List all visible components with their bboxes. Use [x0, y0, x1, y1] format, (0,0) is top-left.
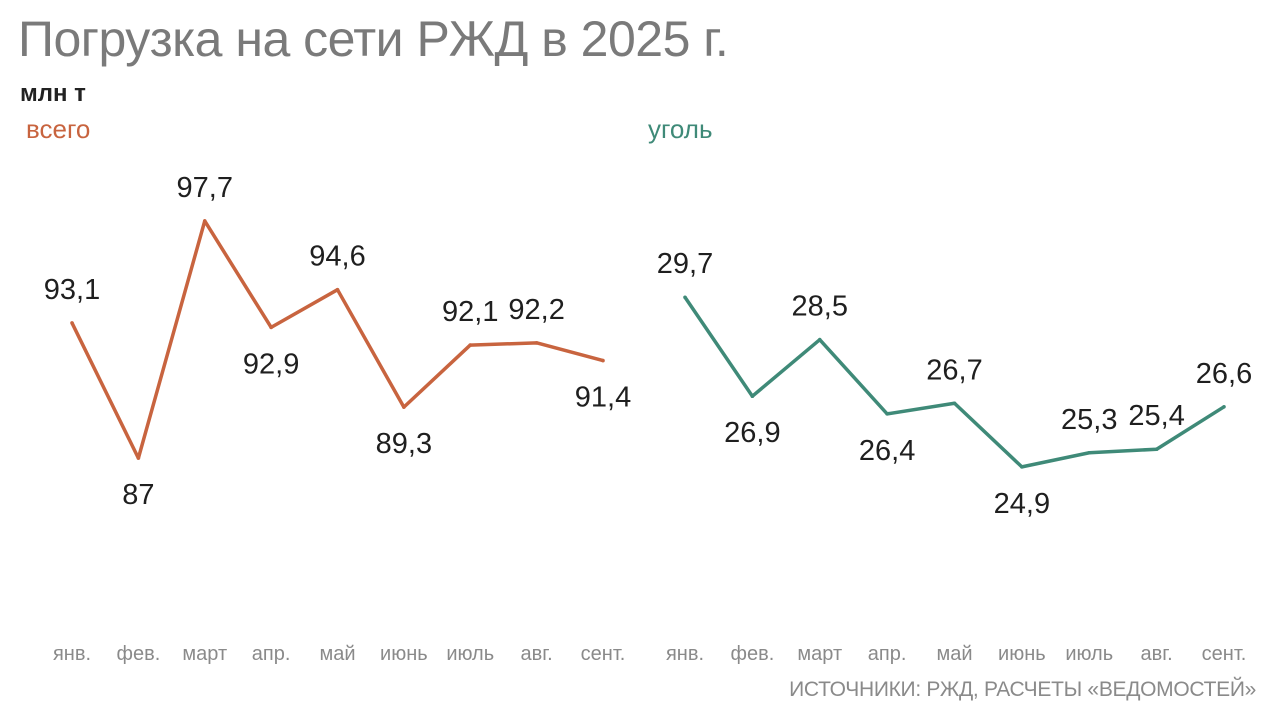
data-label-total: 89,3	[376, 428, 432, 460]
data-point-total	[335, 287, 340, 292]
x-tick-label-coal: июль	[1065, 643, 1113, 665]
data-label-coal: 25,4	[1128, 400, 1184, 432]
series-label-total: всего	[26, 114, 91, 144]
data-label-coal: 26,6	[1196, 358, 1252, 390]
data-point-total	[402, 405, 406, 409]
data-label-total: 92,2	[508, 294, 564, 326]
unit-label: млн т	[20, 80, 86, 107]
data-point-coal	[1222, 405, 1226, 409]
data-point-coal	[1020, 465, 1024, 469]
data-label-coal: 26,7	[926, 354, 982, 386]
data-point-coal	[683, 295, 687, 300]
data-label-coal: 24,9	[994, 488, 1050, 520]
data-label-total: 92,1	[442, 296, 498, 328]
x-tick-label-total: март	[182, 643, 227, 665]
source-note: ИСТОЧНИКИ: РЖД, РАСЧЕТЫ «ВЕДОМОСТЕЙ»	[789, 678, 1256, 701]
data-point-total	[136, 456, 141, 460]
x-tick-label-coal: сент.	[1202, 643, 1247, 665]
data-label-coal: 26,4	[859, 435, 915, 467]
data-label-total: 91,4	[575, 382, 631, 414]
data-label-total: 87	[122, 479, 154, 511]
chart-title: Погрузка на сети РЖД в 2025 г.	[18, 11, 729, 67]
x-tick-label-total: фев.	[116, 643, 160, 665]
x-tick-label-total: апр.	[252, 643, 291, 665]
data-label-total: 93,1	[44, 274, 100, 306]
data-label-coal: 29,7	[657, 248, 713, 280]
data-point-total	[534, 341, 539, 345]
data-point-coal	[885, 412, 889, 416]
data-label-coal: 28,5	[792, 291, 848, 323]
x-tick-label-total: май	[319, 643, 355, 665]
data-point-coal	[817, 337, 822, 342]
data-point-coal	[1087, 450, 1092, 455]
data-label-coal: 26,9	[724, 417, 780, 449]
x-tick-label-coal: июнь	[998, 643, 1046, 665]
data-point-coal	[952, 401, 957, 406]
data-label-total: 94,6	[309, 241, 365, 273]
x-tick-label-total: авг.	[521, 643, 553, 665]
x-tick-label-total: янв.	[53, 643, 91, 665]
data-label-total: 97,7	[177, 172, 233, 204]
data-point-coal	[1154, 447, 1159, 452]
x-tick-label-coal: май	[936, 643, 972, 665]
data-label-coal: 25,3	[1061, 404, 1117, 436]
x-tick-label-coal: март	[797, 643, 842, 665]
data-point-total	[202, 219, 207, 223]
x-tick-label-coal: фев.	[730, 643, 774, 665]
x-tick-label-coal: апр.	[868, 643, 907, 665]
data-point-coal	[750, 394, 755, 399]
x-tick-label-coal: авг.	[1141, 643, 1173, 665]
x-tick-label-coal: янв.	[666, 643, 704, 665]
data-point-total	[269, 325, 273, 330]
data-point-total	[70, 321, 74, 325]
x-tick-label-total: сент.	[581, 643, 626, 665]
series-label-coal: уголь	[648, 114, 713, 144]
x-tick-label-total: июнь	[380, 643, 428, 665]
x-tick-label-total: июль	[446, 643, 494, 665]
data-point-total	[468, 343, 473, 347]
data-point-total	[601, 358, 605, 363]
data-label-total: 92,9	[243, 348, 299, 380]
